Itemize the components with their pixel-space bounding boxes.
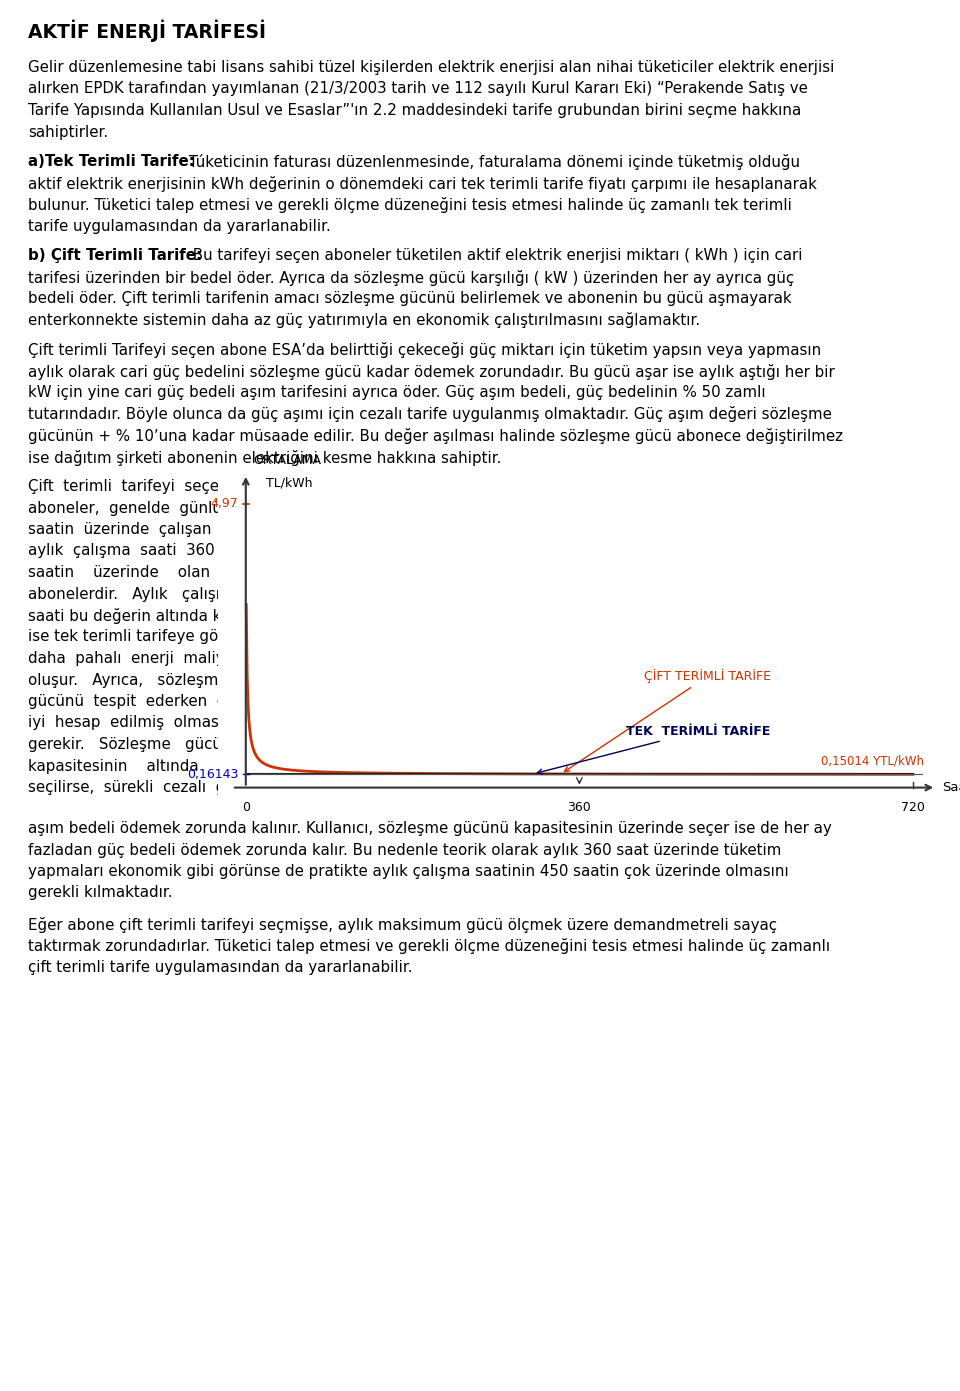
Text: 720: 720 [901,801,924,814]
Text: AKTİF ENERJİ TARİFESİ: AKTİF ENERJİ TARİFESİ [28,19,266,43]
Text: iyi  hesap  edilmiş  olması: iyi hesap edilmiş olması [28,715,223,730]
Text: aylık olarak cari güç bedelini sözleşme gücü kadar ödemek zorundadır. Bu gücü aş: aylık olarak cari güç bedelini sözleşme … [28,363,835,380]
Text: bulunur. Tüketici talep etmesi ve gerekli ölçme düzeneğini tesis etmesi halinde : bulunur. Tüketici talep etmesi ve gerekl… [28,198,792,213]
Text: Çift  terimli  tarifeyi  seçen: Çift terimli tarifeyi seçen [28,479,228,494]
Text: 0,16143: 0,16143 [187,768,238,780]
Text: aktif elektrik enerjisinin kWh değerinin o dönemdeki cari tek terimli tarife fiy: aktif elektrik enerjisinin kWh değerinin… [28,175,817,192]
Text: 0,15014 YTL/kWh: 0,15014 YTL/kWh [821,755,924,768]
Text: fazladan güç bedeli ödemek zorunda kalır. Bu nedenle teorik olarak aylık 360 saa: fazladan güç bedeli ödemek zorunda kalır… [28,843,781,857]
Text: taktırmak zorundadırlar. Tüketici talep etmesi ve gerekli ölçme düzeneğini tesis: taktırmak zorundadırlar. Tüketici talep … [28,939,830,954]
Text: gücünün + % 10’una kadar müsaade edilir. Bu değer aşılması halinde sözleşme gücü: gücünün + % 10’una kadar müsaade edilir.… [28,428,843,444]
Text: aylık  çalışma  saati  360 -400: aylık çalışma saati 360 -400 [28,544,253,559]
Text: kW için yine cari güç bedeli aşım tarifesini ayrıca öder. Güç aşım bedeli, güç b: kW için yine cari güç bedeli aşım tarife… [28,385,766,401]
Text: alırken EPDK tarafından yayımlanan (21/3/2003 tarih ve 112 sayılı Kurul Kararı E: alırken EPDK tarafından yayımlanan (21/3… [28,82,808,96]
Text: saatin  üzerinde  çalışan  veya: saatin üzerinde çalışan veya [28,522,257,537]
Text: gücünü  tespit  ederken  çok: gücünü tespit ederken çok [28,694,243,709]
Text: yapmaları ekonomik gibi görünse de pratikte aylık çalışma saatinin 450 saatin ço: yapmaları ekonomik gibi görünse de prati… [28,864,789,879]
Text: Túketicinin faturası düzenlenmesinde, faturalama dönemi içinde tüketmiş olduğu: Túketicinin faturası düzenlenmesinde, fa… [184,154,800,170]
Text: tutarındadır. Böyle olunca da güç aşımı için cezalı tarife uygulanmış olmaktadır: tutarındadır. Böyle olunca da güç aşımı … [28,406,832,423]
Text: aşım bedeli ödemek zorunda kalınır. Kullanıcı, sözleşme gücünü kapasitesinin üze: aşım bedeli ödemek zorunda kalınır. Kull… [28,821,831,836]
Text: çift terimli tarife uygulamasından da yararlanabilir.: çift terimli tarife uygulamasından da ya… [28,960,413,975]
Text: Çift terimli Tarifeyi seçen abone ESA’da belirttiği çekeceği güç miktarı için tü: Çift terimli Tarifeyi seçen abone ESA’da… [28,342,821,357]
Text: gerekir.   Sözleşme   gücü: gerekir. Sözleşme gücü [28,737,222,753]
Text: aboneler,  genelde  günlük  12: aboneler, genelde günlük 12 [28,501,259,516]
Text: tarifesi üzerinden bir bedel öder. Ayrıca da sözleşme gücü karşılığı ( kW ) üzer: tarifesi üzerinden bir bedel öder. Ayrıc… [28,270,794,285]
Text: ÇİFT TERİMLİ TARİFE: ÇİFT TERİMLİ TARİFE [564,669,771,772]
Text: kapasitesinin    altında: kapasitesinin altında [28,758,199,773]
Text: b) Çift Terimli Tarife:: b) Çift Terimli Tarife: [28,248,202,263]
Text: TEK  TERİMLİ TARİFE: TEK TERİMLİ TARİFE [538,725,770,775]
Text: daha  pahalı  enerji  maliyeti: daha pahalı enerji maliyeti [28,651,244,666]
Text: Bu tarifeyi seçen aboneler tüketilen aktif elektrik enerjisi miktarı ( kWh ) içi: Bu tarifeyi seçen aboneler tüketilen akt… [188,248,803,263]
Text: bedeli öder. Çift terimli tarifenin amacı sözleşme gücünü belirlemek ve abonenin: bedeli öder. Çift terimli tarifenin amac… [28,291,792,306]
Text: ise tek terimli tarifeye göre: ise tek terimli tarifeye göre [28,630,233,644]
Text: gerekli kılmaktadır.: gerekli kılmaktadır. [28,886,173,900]
Text: 0: 0 [242,801,250,814]
Text: ise dağıtım şirketi abonenin elektriğini kesme hakkına sahiptir.: ise dağıtım şirketi abonenin elektriğini… [28,449,501,466]
Text: Tarife Yapısında Kullanılan Usul ve Esaslar”'ın 2.2 maddesindeki tarife grubunda: Tarife Yapısında Kullanılan Usul ve Esas… [28,103,802,118]
Text: TL/kWh: TL/kWh [266,477,313,490]
Text: saatin    üzerinde    olan: saatin üzerinde olan [28,565,210,580]
Text: a)Tek Terimli Tarife:: a)Tek Terimli Tarife: [28,154,195,168]
Text: ORTALAMA: ORTALAMA [253,455,322,467]
Text: oluşur.   Ayrıca,   sözleşme: oluşur. Ayrıca, sözleşme [28,672,228,687]
Text: Gelir düzenlemesine tabi lisans sahibi tüzel kişilerden elektrik enerjisi alan n: Gelir düzenlemesine tabi lisans sahibi t… [28,60,834,75]
Text: tarife uygulamasından da yararlanabilir.: tarife uygulamasından da yararlanabilir. [28,218,331,234]
Text: seçilirse,  sürekli  cezalı  güç: seçilirse, sürekli cezalı güç [28,780,243,796]
Text: abonelerdir.   Aylık   çalışma: abonelerdir. Aylık çalışma [28,587,240,601]
Text: 360: 360 [567,801,591,814]
Text: Eğer abone çift terimli tarifeyi seçmişse, aylık maksimum gücü ölçmek üzere dema: Eğer abone çift terimli tarifeyi seçmişs… [28,917,777,933]
Text: Saat: Saat [943,782,960,794]
Text: sahiptirler.: sahiptirler. [28,125,108,139]
Text: enterkonnekte sistemin daha az güç yatırımıyla en ekonomik çalıştırılmasını sağl: enterkonnekte sistemin daha az güç yatır… [28,313,700,328]
Text: saati bu değerin altında kalır: saati bu değerin altında kalır [28,608,245,625]
Text: 4,97: 4,97 [210,498,238,510]
